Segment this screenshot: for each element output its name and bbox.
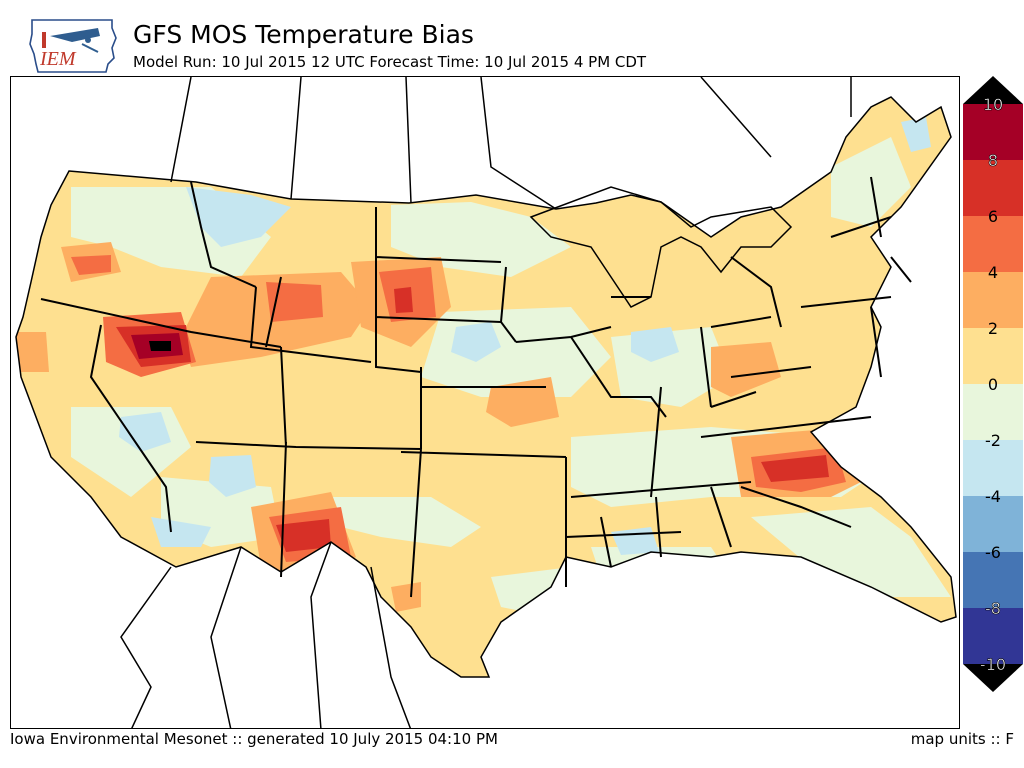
bias-region-near-zero	[331, 497, 481, 547]
iem-logo: IEM	[28, 14, 120, 76]
colorbar-tick-label: -6	[985, 543, 1001, 562]
canada-border	[170, 77, 852, 210]
footer-credit: Iowa Environmental Mesonet :: generated …	[10, 730, 498, 748]
colorbar-over-arrow	[963, 76, 1023, 104]
map-units: map units :: F	[910, 730, 1014, 748]
us-outline	[15, 96, 957, 678]
colorbar-tick-label: 0	[988, 375, 998, 394]
colorbar-bin	[963, 552, 1023, 608]
colorbar-bin	[963, 496, 1023, 552]
colorbar-bin	[963, 608, 1023, 664]
map-subtitle: Model Run: 10 Jul 2015 12 UTC Forecast T…	[133, 53, 647, 71]
state-boundaries	[40, 176, 912, 598]
colorbar-tick-label: 10	[983, 95, 1003, 114]
colorbar-tick-label: 8	[988, 151, 998, 170]
bias-region-warm	[391, 582, 421, 612]
bias-region-cool	[901, 117, 931, 152]
bias-region-cool	[151, 517, 211, 547]
bias-region-cool	[631, 327, 679, 362]
bias-region-warm	[16, 332, 49, 372]
bias-region-cool	[119, 412, 171, 452]
colorbar-bin	[963, 104, 1023, 160]
temperature-bias-map	[10, 76, 960, 729]
mexico-border	[120, 541, 412, 728]
bias-region-very-hot	[761, 455, 829, 482]
colorbar-bin	[963, 440, 1023, 496]
colorbar-under-arrow	[963, 664, 1023, 692]
colorbar-tick-label: 2	[988, 319, 998, 338]
colorbar: 10 8 6 4 2 0 -2 -4 -6 -8 -10	[962, 76, 1024, 694]
colorbar-tick-label: -4	[985, 487, 1001, 506]
bias-region-hot	[71, 255, 111, 275]
colorbar-bin	[963, 216, 1023, 272]
bias-region-cool	[451, 322, 501, 362]
bias-region-near-zero	[751, 507, 951, 597]
map-title: GFS MOS Temperature Bias	[133, 20, 474, 49]
bias-field-base	[16, 97, 956, 677]
bias-region-very-hot	[276, 519, 331, 552]
bias-region-cool	[209, 455, 256, 497]
bias-region-hot	[266, 282, 323, 322]
great-lakes-outline	[529, 186, 793, 308]
colorbar-tick-label: -2	[985, 431, 1001, 450]
colorbar-bin	[963, 328, 1023, 384]
colorbar-tick-label: 4	[988, 263, 998, 282]
colorbar-bin	[963, 272, 1023, 328]
bias-region-cool	[186, 187, 291, 247]
logo-text: IEM	[39, 48, 77, 70]
bias-region-max	[149, 341, 171, 351]
colorbar-bin	[963, 160, 1023, 216]
bias-region-warm	[486, 377, 559, 427]
bias-region-warm	[711, 342, 781, 397]
colorbar-bin	[963, 384, 1023, 440]
bias-region-very-hot	[394, 287, 413, 313]
colorbar-tick-label: -10	[980, 655, 1006, 674]
colorbar-tick-label: 6	[988, 207, 998, 226]
colorbar-tick-label: -8	[985, 599, 1001, 618]
